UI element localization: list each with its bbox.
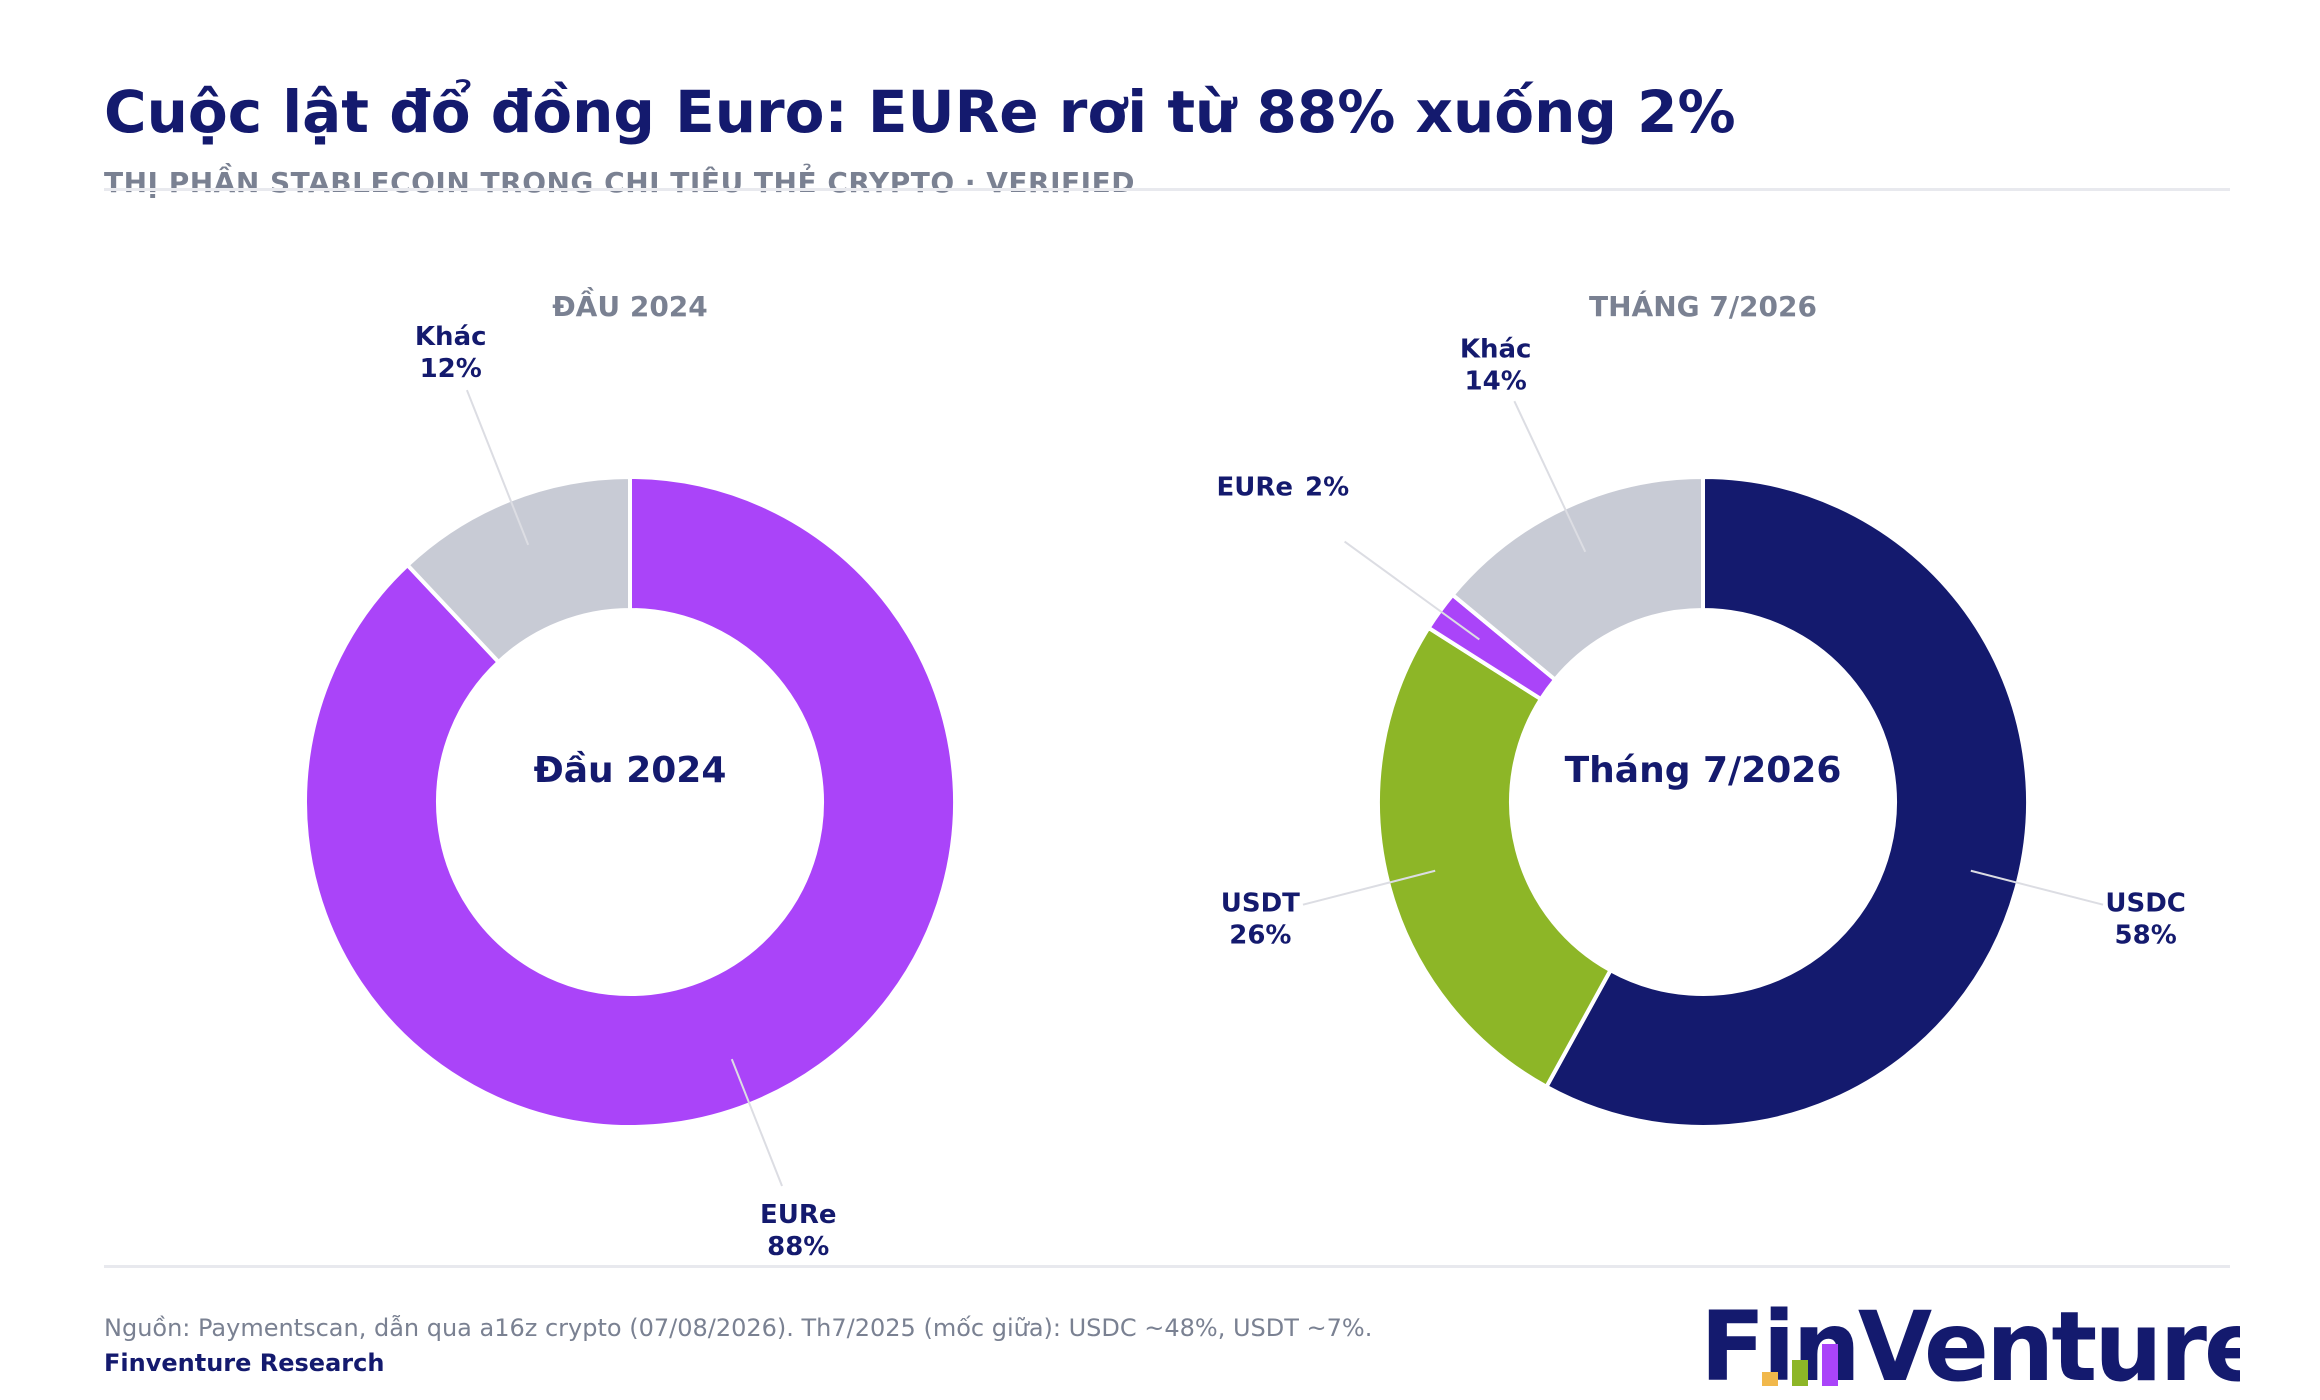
- logo-wordmark: FinVenture: [1700, 1291, 2240, 1390]
- center-label: Tháng 7/2026: [1565, 750, 1842, 791]
- slice-label-name: EURe: [760, 1200, 837, 1230]
- slice-label-eure: EURe 2%: [1216, 473, 1349, 503]
- slice-label-value: 2%: [1305, 473, 1349, 503]
- slice-khác: [404, 474, 632, 665]
- chart-title: Cuộc lật đổ đồng Euro: EURe rơi từ 88% x…: [104, 78, 1736, 146]
- slice-label-value: 58%: [2115, 921, 2177, 951]
- slice-usdt: [1376, 625, 1614, 1090]
- slice-khác: [1449, 474, 1705, 683]
- logo-bar-yellow: [1762, 1372, 1778, 1386]
- finventure-logo: FinVenture: [1700, 1291, 2240, 1390]
- center-label: Đầu 2024: [534, 750, 727, 791]
- leader-line: [1302, 869, 1436, 906]
- leader-line: [1344, 540, 1480, 641]
- slice-label-value: 88%: [767, 1232, 829, 1262]
- research-brand: Finventure Research: [104, 1349, 385, 1377]
- slice-label-name: USDT: [1221, 889, 1300, 919]
- slice-label-name: USDC: [2105, 889, 2186, 919]
- slice-usdc: [1543, 474, 2030, 1129]
- leader-line: [730, 1058, 783, 1187]
- source-note: Nguồn: Paymentscan, dẫn qua a16z crypto …: [104, 1314, 1373, 1342]
- slice-label-name: EURe: [1216, 473, 1293, 503]
- slice-label-name: Khác: [415, 322, 487, 352]
- chart-subtitle: THỊ PHẦN STABLECOIN TRONG CHI TIÊU THẺ C…: [104, 166, 1135, 199]
- slice-label-name: Khác: [1460, 334, 1532, 364]
- slice-eure: [303, 474, 957, 1129]
- leader-line: [1970, 869, 2104, 906]
- logo-bar-green: [1792, 1360, 1808, 1386]
- logo-bar-purple: [1822, 1344, 1838, 1386]
- slice-label-value: 14%: [1465, 366, 1527, 396]
- leader-line: [465, 389, 530, 546]
- header-divider: [104, 188, 2230, 191]
- panel-title: THÁNG 7/2026: [1589, 289, 1817, 323]
- leader-line: [1513, 400, 1587, 553]
- slice-label-value: 26%: [1229, 921, 1291, 951]
- footer-divider: [104, 1265, 2230, 1268]
- slice-label-value: 12%: [420, 354, 482, 384]
- panel-title: ĐẦU 2024: [552, 286, 708, 323]
